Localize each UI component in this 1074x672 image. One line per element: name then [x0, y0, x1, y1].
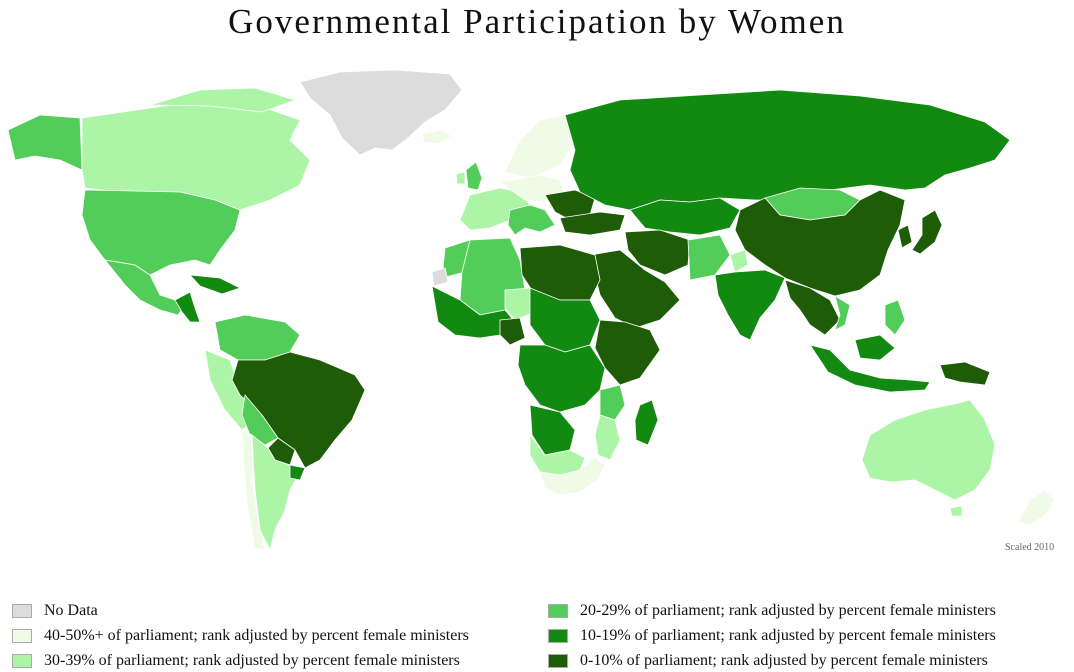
region-uruguay: [289, 464, 306, 481]
region-italy-balkans: [507, 204, 556, 236]
region-greenland: [299, 69, 463, 156]
region-central-america: [174, 291, 201, 323]
region-western-sahara: [431, 267, 449, 287]
legend-swatch: [548, 604, 568, 618]
region-iran: [624, 229, 691, 276]
region-india: [714, 269, 786, 341]
region-east-africa: [599, 384, 626, 421]
region-usa: [81, 189, 241, 276]
region-ethiopia-somalia: [594, 319, 661, 386]
legend-swatch: [12, 629, 32, 643]
legend-label: 0-10% of parliament; rank adjusted by pe…: [580, 652, 988, 669]
legend-swatch: [548, 654, 568, 668]
region-madagascar: [634, 399, 659, 446]
region-tasmania: [949, 505, 963, 517]
region-russia: [564, 89, 1011, 211]
region-korea: [897, 224, 913, 249]
region-australia: [861, 399, 996, 501]
region-papua: [939, 361, 991, 386]
region-indochina: [784, 279, 841, 336]
region-malaysia-borneo: [854, 334, 896, 361]
region-mozambique: [594, 414, 621, 461]
region-nigeria: [499, 317, 526, 346]
legend-item-10-19: 10-19% of parliament; rank adjusted by p…: [548, 626, 996, 646]
legend-swatch: [12, 604, 32, 618]
region-arctic-islands: [149, 87, 297, 113]
region-ireland: [455, 171, 466, 185]
region-iceland: [421, 129, 453, 145]
world-map: [0, 60, 1074, 560]
legend-item-40-50: 40-50%+ of parliament; rank adjusted by …: [12, 626, 469, 646]
region-turkey-caucasus: [559, 211, 626, 236]
region-china: [734, 189, 906, 297]
region-scandinavia: [504, 114, 576, 179]
region-argentina: [251, 434, 301, 552]
legend-swatch: [12, 654, 32, 668]
map-title: Governmental Participation by Women: [228, 2, 846, 41]
legend-item-20-29: 20-29% of parliament; rank adjusted by p…: [548, 601, 996, 621]
legend-label: 40-50%+ of parliament; rank adjusted by …: [44, 627, 469, 644]
region-alaska: [7, 114, 83, 171]
world-map-svg: [7, 69, 1056, 552]
region-chile: [241, 429, 266, 551]
legend-swatch: [548, 629, 568, 643]
region-indonesia: [809, 344, 931, 393]
legend-label: No Data: [44, 602, 98, 619]
legend-item-0-10: 0-10% of parliament; rank adjusted by pe…: [548, 651, 988, 671]
legend-item-30-39: 30-39% of parliament; rank adjusted by p…: [12, 651, 460, 671]
region-central-africa: [517, 344, 606, 413]
region-south-africa: [539, 457, 606, 496]
region-niger: [504, 287, 536, 321]
region-afghanistan-pakistan: [687, 234, 731, 281]
region-caribbean: [189, 274, 242, 295]
region-uk: [465, 161, 483, 191]
scale-note: Scaled 2010: [1005, 542, 1055, 553]
region-japan: [911, 209, 943, 255]
legend-label: 30-39% of parliament; rank adjusted by p…: [44, 652, 460, 669]
region-arabian-peninsula: [589, 249, 681, 329]
region-nepal: [729, 249, 749, 273]
legend-item-no-data: No Data: [12, 601, 98, 621]
region-philippines: [884, 299, 906, 336]
legend-label: 20-29% of parliament; rank adjusted by p…: [580, 602, 996, 619]
region-new-zealand: [1017, 489, 1056, 526]
region-vietnam: [834, 295, 851, 331]
region-bolivia: [241, 394, 279, 446]
legend-label: 10-19% of parliament; rank adjusted by p…: [580, 627, 996, 644]
